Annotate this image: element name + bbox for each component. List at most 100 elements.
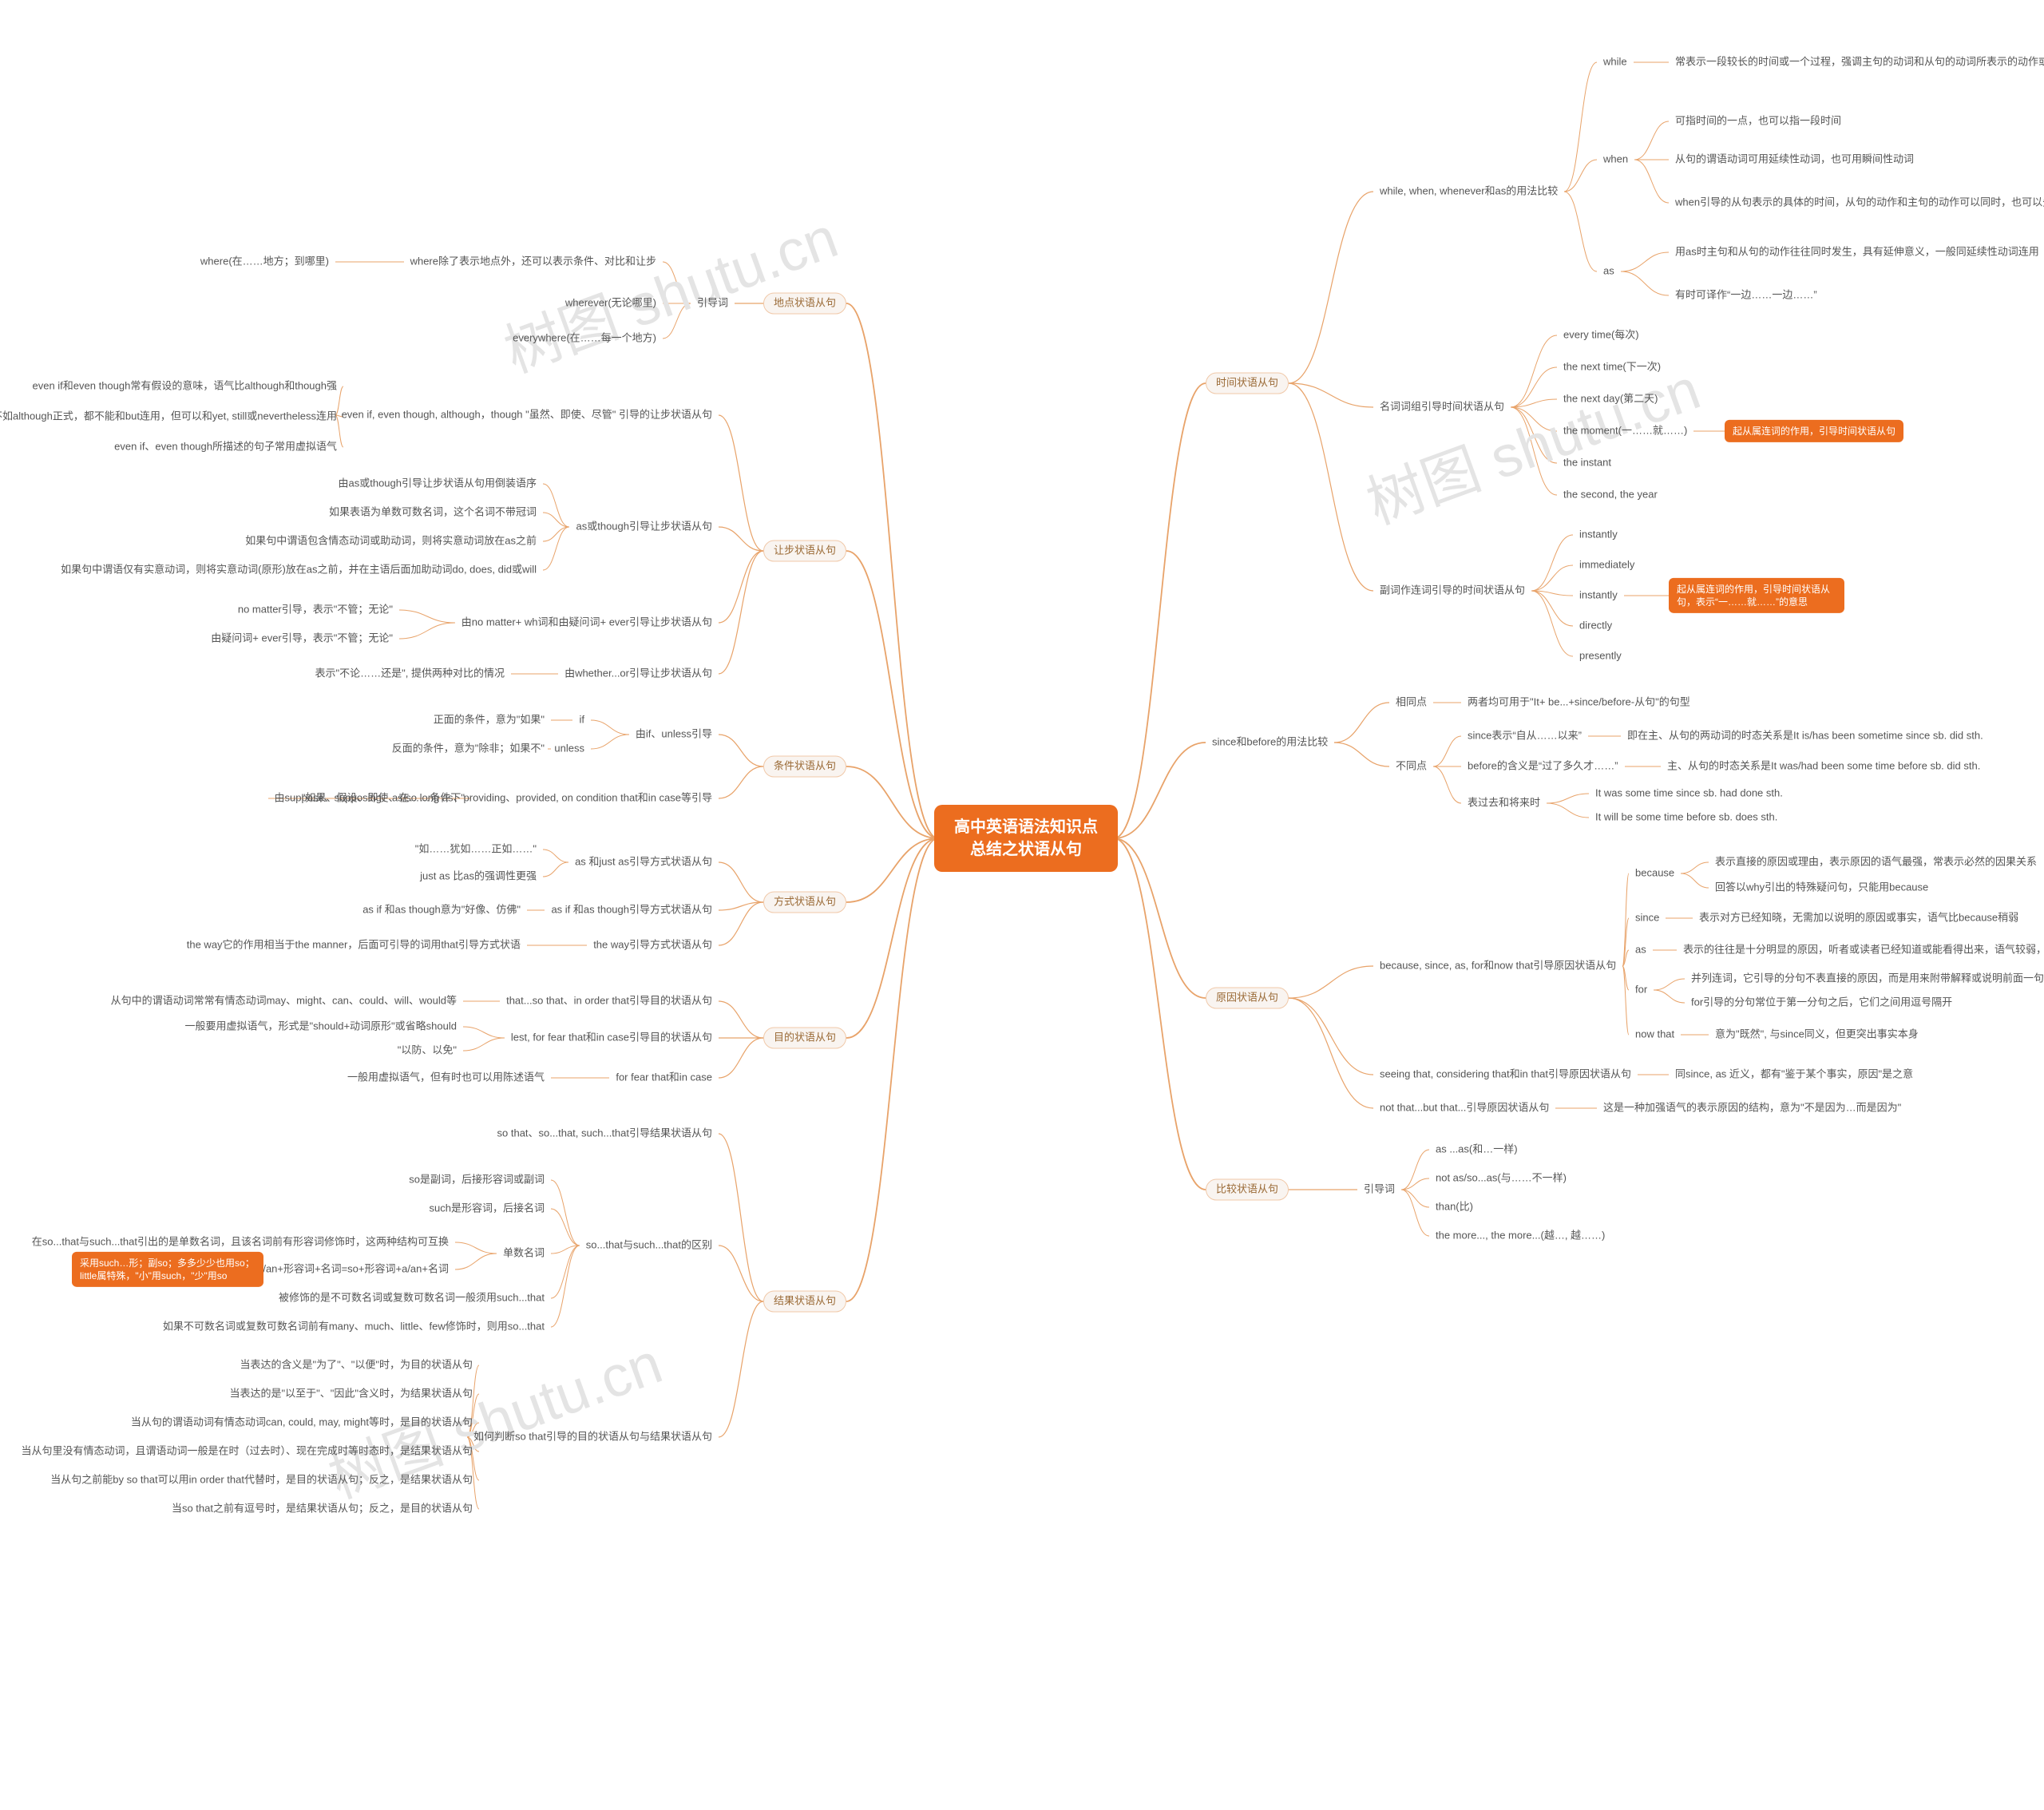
mindmap-node: even if和even though常有假设的意味，语气比although和t… — [26, 378, 343, 396]
mindmap-node: the instant — [1557, 454, 1618, 473]
mindmap-node: 如果句中谓语仅有实意动词，则将实意动词(原形)放在as之前，并在主语后面加助动词… — [54, 561, 543, 580]
mindmap-node: 可指时间的一点，也可以指一段时间 — [1669, 113, 1848, 131]
mindmap-node: as — [1597, 263, 1621, 281]
mindmap-node: instantly — [1573, 587, 1624, 605]
mindmap-node: as if 和as though引导方式状语从句 — [545, 901, 719, 920]
mindmap-node: the moment(一……就……) — [1557, 422, 1693, 441]
mindmap-node: no matter引导，表示"不管；无论" — [232, 601, 399, 620]
mindmap-node: as if 和as though意为"好像、仿佛" — [356, 901, 527, 920]
mindmap-node: 由whether...or引导让步状语从句 — [558, 665, 719, 683]
mindmap-node: 不同点 — [1389, 758, 1433, 776]
mindmap-node: 表示对方已经知晓，无需加以说明的原因或事实，语气比because稍弱 — [1693, 909, 2025, 928]
mindmap-node: the more..., the more...(越…, 越……) — [1429, 1227, 1611, 1246]
mindmap-node: 回答以why引出的特殊疑问句，只能用because — [1709, 879, 1935, 897]
mindmap-node: 并列连词，它引导的分句不表直接的原因，而是用来附带解释或说明前面一句的情况 — [1685, 970, 2044, 988]
mindmap-node: since和before的用法比较 — [1206, 734, 1334, 752]
mindmap-node: 结果状语从句 — [763, 1291, 846, 1313]
mindmap-node: 起从属连词的作用，引导时间状语从句 — [1725, 420, 1903, 442]
mindmap-node: seeing that, considering that和in that引导原… — [1373, 1066, 1638, 1084]
mindmap-node: as或though引导让步状语从句 — [570, 518, 719, 537]
mindmap-node: now that — [1629, 1026, 1681, 1044]
mindmap-node: immediately — [1573, 556, 1641, 575]
mindmap-node: the second, the year — [1557, 486, 1664, 505]
mindmap-node: for — [1629, 981, 1654, 1000]
mindmap-node: 两者均可用于"It+ be...+since/before-从句"的句型 — [1461, 694, 1697, 712]
mindmap-node: 让步状语从句 — [763, 541, 846, 562]
mindmap-node: 这是一种加强语气的表示原因的结构，意为"不是因为…而是因为" — [1597, 1099, 1907, 1118]
mindmap-node: 一般用虚拟语气，但有时也可以用陈述语气 — [341, 1069, 551, 1087]
mindmap-node: "如果、假设、即使、在……条件下" — [295, 790, 471, 808]
mindmap-node: 用as时主句和从句的动作往往同时发生，具有延伸意义，一般同延续性动词连用 — [1669, 244, 2044, 262]
mindmap-node: even if、even though所描述的句子常用虚拟语气 — [108, 438, 343, 457]
mindmap-node: even if, even though, although，though "虽… — [335, 406, 719, 425]
mindmap-node: 引导词 — [691, 295, 735, 313]
mindmap-node: everywhere(在……每一个地方) — [506, 330, 663, 348]
mindmap-node: as ...as(和…一样) — [1429, 1141, 1524, 1159]
mindmap-node: such是形容词，后接名词 — [423, 1200, 551, 1218]
mindmap-root: 高中英语语法知识点总结之状语从句 — [934, 805, 1118, 872]
mindmap-node: if — [573, 711, 592, 730]
mindmap-node: 起从属连词的作用，引导时间状语从句，表示“一……就……”的意思 — [1669, 578, 1844, 613]
mindmap-node: 同since, as 近义，都有"鉴于某个事实，原因"是之意 — [1669, 1066, 1919, 1084]
mindmap-node: every time(每次) — [1557, 327, 1646, 345]
mindmap-node: while, when, whenever和as的用法比较 — [1373, 183, 1564, 201]
mindmap-node: so是副词，后接形容词或副词 — [402, 1171, 551, 1190]
mindmap-node: 正面的条件，意为"如果" — [427, 711, 551, 730]
mindmap-node: 常表示一段较长的时间或一个过程，强调主句的动词和从句的动词所表示的动作或状态是同… — [1669, 53, 2044, 72]
mindmap-node: as — [1629, 941, 1653, 960]
mindmap-node: wherever(无论哪里) — [559, 295, 663, 313]
mindmap-node: 地点状语从句 — [763, 293, 846, 315]
mindmap-node: 时间状语从句 — [1206, 373, 1289, 394]
mindmap-node: 单数名词 — [497, 1245, 551, 1263]
mindmap-node: lest, for fear that和in case引导目的状语从句 — [505, 1029, 719, 1048]
mindmap-node: "如……犹如……正如……" — [409, 841, 543, 859]
mindmap-node: than(比) — [1429, 1198, 1480, 1217]
mindmap-node: 副词作连词引导的时间状语从句 — [1373, 582, 1531, 600]
mindmap-node: 名词词组引导时间状语从句 — [1373, 398, 1511, 417]
mindmap-node: where(在……地方；到哪里) — [194, 253, 335, 271]
mindmap-node: the next day(第二天) — [1557, 390, 1665, 409]
mindmap-node: 在so...that与such...that引出的是单数名词，且该名词前有形容词… — [26, 1234, 455, 1252]
mindmap-node: for fear that和in case — [609, 1069, 719, 1087]
mindmap-node: 引导词 — [1357, 1181, 1401, 1199]
mindmap-node: 有时可译作“一边……一边……” — [1669, 287, 1824, 305]
mindmap-node: where除了表示地点外，还可以表示条件、对比和让步 — [404, 253, 663, 271]
mindmap-node: for引导的分句常位于第一分句之后，它们之间用逗号隔开 — [1685, 994, 1959, 1012]
mindmap-node: 从句的谓语动词可用延续性动词，也可用瞬间性动词 — [1669, 151, 1920, 169]
mindmap-node: because — [1629, 865, 1681, 883]
mindmap-node: unless — [548, 740, 591, 758]
mindmap-node: 表过去和将来时 — [1461, 794, 1547, 813]
mindmap-node: 表示的往往是十分明显的原因，听者或读者已经知道或能看得出来，语气较弱，只附带说明… — [1677, 941, 2044, 960]
mindmap-node: 主、从句的时态关系是It was/had been some time befo… — [1661, 758, 1987, 776]
mindmap-node: the next time(下一次) — [1557, 358, 1667, 377]
mindmap-node: 当从句里没有情态动词，且谓语动词一般是在时（过去时）、现在完成时等时态时，是结果… — [14, 1443, 479, 1461]
mindmap-node: instantly — [1573, 526, 1624, 545]
mindmap-node: that...so that、in order that引导目的状语从句 — [500, 992, 719, 1011]
mindmap-node: 意为"既然", 与since同义，但更突出事实本身 — [1709, 1026, 1925, 1044]
mindmap-node: 当表达的含义是"为了"、"以便"时，为目的状语从句 — [234, 1357, 479, 1375]
mindmap-node: the way引导方式状语从句 — [587, 937, 719, 955]
mindmap-node: when — [1597, 151, 1634, 169]
mindmap-node: 从句中的谓语动词常常有情态动词may、might、can、could、will、… — [105, 992, 463, 1011]
mindmap-node: 如果不可数名词或复数可数名词前有many、much、little、few修饰时，… — [156, 1318, 551, 1337]
mindmap-node: 由no matter+ wh词和由疑问词+ ever引导让步状语从句 — [455, 614, 719, 632]
mindmap-node: 即在主、从句的两动词的时态关系是It is/has been sometime … — [1621, 727, 1990, 746]
mindmap-node: 由if、unless引导 — [629, 726, 719, 744]
mindmap-node: 一般要用虚拟语气，形式是"should+动词原形"或省略should — [179, 1018, 463, 1036]
mindmap-node: 如果句中谓语包含情态动词或助动词，则将实意动词放在as之前 — [239, 533, 543, 551]
mindmap-node: as 和just as引导方式状语从句 — [568, 854, 719, 872]
mindmap-node: 被修饰的是不可数名词或复数可数名词一般须用such...that — [272, 1289, 551, 1308]
mindmap-node: presently — [1573, 648, 1628, 666]
mindmap-node: since — [1629, 909, 1666, 928]
mindmap-node: 目的状语从句 — [763, 1028, 846, 1049]
mindmap-node: 由疑问词+ ever引导，表示"不管；无论" — [204, 630, 399, 648]
mindmap-node: 原因状语从句 — [1206, 988, 1289, 1009]
mindmap-node: so that、so...that, such...that引导结果状语从句 — [491, 1125, 719, 1143]
mindmap-node: 反面的条件，意为"除非；如果不" — [386, 740, 551, 758]
mindmap-node: while — [1597, 53, 1634, 72]
mindmap-node: 相同点 — [1389, 694, 1433, 712]
mindmap-node: 条件状语从句 — [763, 756, 846, 778]
mindmap-node: 由as或though引导让步状语从句用倒装语序 — [332, 475, 544, 493]
mindmap-node: It will be some time before sb. does sth… — [1589, 809, 1784, 827]
mindmap-node: 当表达的是"以至于"、"因此"含义时，为结果状语从句 — [224, 1385, 479, 1404]
